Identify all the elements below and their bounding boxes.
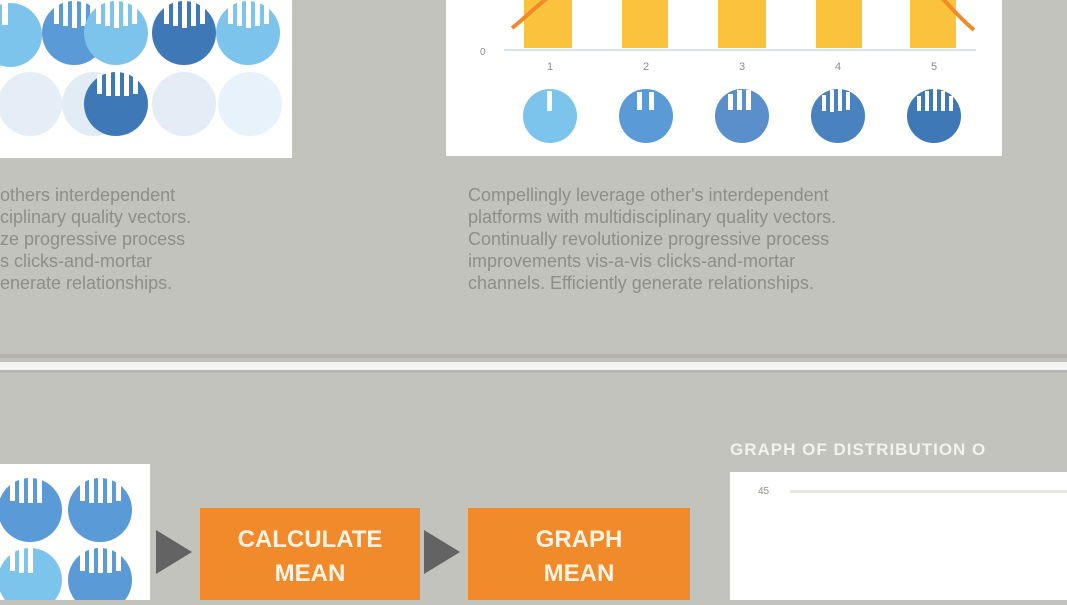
calculate-mean-label: CALCULATE MEAN xyxy=(237,526,383,587)
calculate-mean-step: CALCULATE MEAN xyxy=(200,508,420,600)
token-icon xyxy=(715,89,769,143)
token-icon xyxy=(0,0,42,67)
token-icon xyxy=(907,89,961,143)
bar-1 xyxy=(524,0,572,48)
arrow-right-icon xyxy=(424,530,460,574)
token-icon xyxy=(0,475,62,542)
bar-2 xyxy=(622,0,668,48)
token-icon xyxy=(84,0,148,65)
description-right: Compellingly leverage other's interdepen… xyxy=(468,185,837,293)
bar-3 xyxy=(718,0,766,48)
token-icon xyxy=(152,0,216,65)
graph-tick-label: 45 xyxy=(758,486,770,497)
graph-title: GRAPH OF DISTRIBUTION O xyxy=(730,440,987,459)
x-label: 5 xyxy=(931,61,937,73)
y-tick-label: 0 xyxy=(480,47,486,58)
token-icon xyxy=(84,68,148,136)
token-icon xyxy=(68,475,132,542)
x-label: 1 xyxy=(547,61,553,73)
token-icon xyxy=(811,89,865,143)
bar-5 xyxy=(910,0,956,48)
token-icon xyxy=(68,545,132,605)
arrow-right-icon xyxy=(156,530,192,574)
graph-mean-step: GRAPH MEAN xyxy=(468,508,690,600)
section-divider xyxy=(0,362,1067,370)
token-icon xyxy=(523,89,577,143)
x-label: 3 xyxy=(739,61,745,73)
distribution-graph-panel xyxy=(730,472,1067,600)
x-label: 2 xyxy=(643,61,649,73)
section-divider xyxy=(0,370,1067,373)
bell-curve-icon xyxy=(510,0,976,32)
graph-mean-label: GRAPH MEAN xyxy=(535,526,623,587)
description-left: others interdependent ciplinary quality … xyxy=(0,185,192,293)
population-tokens xyxy=(0,0,282,136)
section-divider xyxy=(0,354,1067,358)
token-icon xyxy=(152,72,216,136)
token-icon xyxy=(216,0,280,65)
population-tokens-panel xyxy=(0,0,292,158)
token-icon xyxy=(218,72,282,136)
sample-tokens xyxy=(0,475,132,605)
sample-tokens-panel xyxy=(0,464,150,605)
graph-gridline xyxy=(790,490,1067,493)
token-icon xyxy=(619,89,673,143)
token-icon xyxy=(0,72,62,136)
x-label: 4 xyxy=(835,61,841,73)
bar-4 xyxy=(816,0,862,48)
distribution-chart-panel: 0 1 2 3 4 5 xyxy=(446,0,1002,156)
token-icon xyxy=(0,545,62,605)
distribution-chart: 0 1 2 3 4 5 xyxy=(480,0,976,143)
